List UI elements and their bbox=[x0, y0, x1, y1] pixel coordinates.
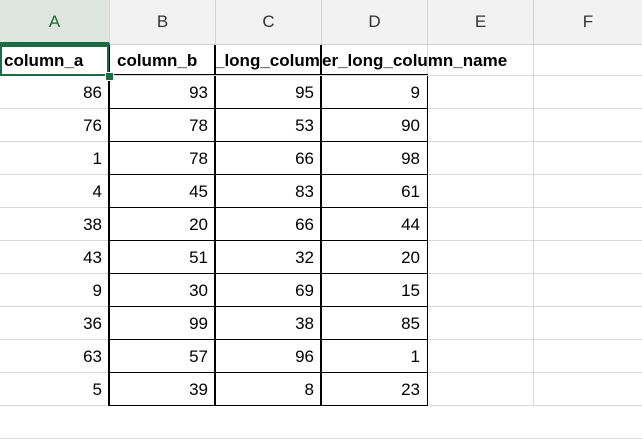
cell-border bbox=[108, 45, 110, 76]
table-cell[interactable]: 36 bbox=[83, 314, 102, 333]
column-header-b[interactable]: B bbox=[110, 0, 216, 44]
cell-border bbox=[109, 339, 428, 340]
table-cell[interactable]: 23 bbox=[401, 380, 420, 399]
table-cell[interactable]: 83 bbox=[295, 182, 314, 201]
table-cell[interactable]: 66 bbox=[295, 149, 314, 168]
column-header-e[interactable]: E bbox=[428, 0, 534, 44]
cell-border bbox=[109, 174, 428, 175]
cell-border bbox=[109, 108, 428, 109]
active-cell-selection bbox=[0, 45, 109, 76]
cell-border bbox=[109, 207, 428, 208]
table-cell[interactable]: 5 bbox=[92, 380, 102, 399]
table-cell[interactable]: 39 bbox=[189, 380, 208, 399]
cell-border bbox=[109, 372, 428, 373]
table-cell[interactable]: 9 bbox=[92, 281, 102, 300]
table-cell[interactable]: 78 bbox=[189, 116, 208, 135]
table-cell[interactable]: 66 bbox=[295, 215, 314, 234]
header-cell-column-c[interactable]: _long_colum bbox=[215, 51, 320, 70]
cell-border bbox=[109, 273, 428, 274]
table-cell[interactable]: 99 bbox=[189, 314, 208, 333]
table-cell[interactable]: 4 bbox=[92, 182, 102, 201]
table-cell[interactable]: 43 bbox=[83, 248, 102, 267]
header-cell-column-b[interactable]: column_b bbox=[117, 51, 198, 70]
table-cell[interactable]: 45 bbox=[189, 182, 208, 201]
table-cell[interactable]: 93 bbox=[189, 83, 208, 102]
cell-border bbox=[109, 240, 428, 241]
cell-border bbox=[108, 76, 110, 406]
column-header-c[interactable]: C bbox=[216, 0, 322, 44]
gridline bbox=[533, 45, 534, 406]
table-cell[interactable]: 1 bbox=[410, 347, 420, 366]
table-cell[interactable]: 44 bbox=[401, 215, 420, 234]
table-cell[interactable]: 61 bbox=[401, 182, 420, 201]
cell-border bbox=[109, 141, 428, 142]
cell-border bbox=[214, 45, 216, 76]
table-cell[interactable]: 98 bbox=[401, 149, 420, 168]
fill-handle[interactable] bbox=[105, 72, 114, 81]
header-cell-column-d[interactable]: er_long_column_name bbox=[322, 51, 508, 70]
table-cell[interactable]: 85 bbox=[401, 314, 420, 333]
table-cell[interactable]: 78 bbox=[189, 149, 208, 168]
table-cell[interactable]: 20 bbox=[401, 248, 420, 267]
table-cell[interactable]: 90 bbox=[401, 116, 420, 135]
table-cell[interactable]: 53 bbox=[295, 116, 314, 135]
column-header-d[interactable]: D bbox=[322, 0, 428, 44]
table-cell[interactable]: 8 bbox=[304, 380, 314, 399]
table-cell[interactable]: 69 bbox=[295, 281, 314, 300]
header-cell-column-a[interactable]: column_a bbox=[4, 51, 84, 70]
table-cell[interactable]: 30 bbox=[189, 281, 208, 300]
column-header-f[interactable]: F bbox=[582, 12, 594, 31]
cell-border bbox=[320, 76, 322, 406]
table-cell[interactable]: 38 bbox=[295, 314, 314, 333]
table-cell[interactable]: 86 bbox=[83, 83, 102, 102]
table-cell[interactable]: 95 bbox=[295, 83, 314, 102]
table-cell[interactable]: 96 bbox=[295, 347, 314, 366]
table-cell[interactable]: 76 bbox=[83, 116, 102, 135]
cell-border bbox=[427, 76, 428, 406]
cell-border bbox=[320, 45, 322, 76]
cell-border bbox=[214, 76, 216, 406]
cell-border bbox=[109, 306, 428, 307]
table-cell[interactable]: 63 bbox=[83, 347, 102, 366]
table-cell[interactable]: 57 bbox=[189, 347, 208, 366]
column-header-bar: A B C D E F bbox=[0, 0, 642, 45]
gridline bbox=[0, 75, 642, 76]
table-cell[interactable]: 1 bbox=[92, 149, 102, 168]
cell-grid: column_a column_b _long_colum er_long_co… bbox=[0, 45, 642, 439]
column-header-a[interactable]: A bbox=[0, 0, 110, 45]
table-cell[interactable]: 32 bbox=[295, 248, 314, 267]
table-cell[interactable]: 15 bbox=[401, 281, 420, 300]
table-cell[interactable]: 51 bbox=[189, 248, 208, 267]
table-cell[interactable]: 20 bbox=[189, 215, 208, 234]
table-cell[interactable]: 9 bbox=[410, 83, 420, 102]
table-cell[interactable]: 38 bbox=[83, 215, 102, 234]
